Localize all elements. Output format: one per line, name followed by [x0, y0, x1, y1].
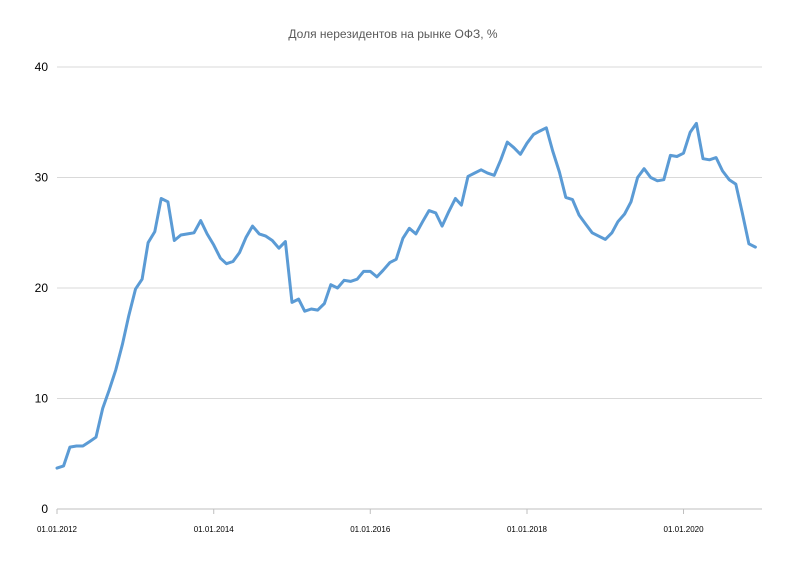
y-tick-label: 40	[35, 60, 49, 74]
x-tick-label: 01.01.2018	[507, 525, 548, 534]
x-tick-label: 01.01.2020	[664, 525, 705, 534]
series-line	[55, 121, 757, 470]
y-axis-tick-labels: 0 10 20 30 40	[35, 60, 49, 516]
y-tick-label: 10	[35, 392, 49, 406]
grid-lines	[56, 66, 762, 514]
x-axis-tick-labels: 01.01.2012 01.01.2014 01.01.2016 01.01.2018…	[37, 525, 704, 534]
y-tick-label: 0	[41, 502, 48, 516]
x-tick-label: 01.01.2012	[37, 525, 78, 534]
y-tick-label: 20	[35, 281, 49, 295]
y-tick-label: 30	[35, 171, 49, 185]
x-tick-label: 01.01.2016	[350, 525, 391, 534]
chart-title: Доля нерезидентов на рынке ОФЗ, %	[288, 27, 497, 41]
x-tick-label: 01.01.2014	[194, 525, 235, 534]
